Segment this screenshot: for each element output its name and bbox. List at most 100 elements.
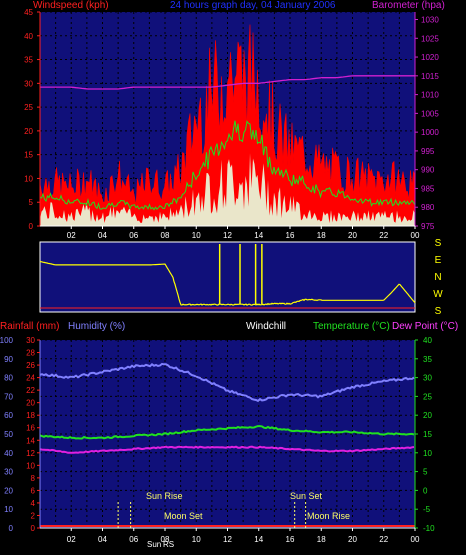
wind-hour-label: 02	[67, 231, 76, 240]
rain-tick-label: 16	[26, 424, 35, 433]
temp-tick-label: 25	[423, 392, 432, 401]
wind-plot-area: 0510152025303540459759809859909951000100…	[24, 8, 439, 240]
humidity-tick-label: 0	[9, 524, 14, 533]
rain-tick-label: 26	[26, 361, 35, 370]
humidity-tick-label: 80	[4, 374, 13, 383]
barometer-axis-label: Barometer (hpa)	[372, 0, 445, 11]
direction-label: E	[435, 255, 442, 266]
temp-hour-label: 20	[348, 535, 357, 544]
wind-hour-label: 08	[161, 231, 170, 240]
rain-tick-label: 18	[26, 411, 35, 420]
baro-tick-label: 1015	[421, 72, 439, 81]
wind-hour-label: 12	[223, 231, 232, 240]
rain-tick-label: 0	[31, 524, 36, 533]
temp-tick-label: -5	[423, 505, 431, 514]
rain-tick-label: 8	[31, 474, 36, 483]
baro-tick-label: 995	[421, 147, 435, 156]
wind-tick-label: 25	[24, 103, 33, 112]
temperature-axis-label: Temperature (°C)	[313, 321, 390, 332]
wind-tick-label: 40	[24, 32, 33, 41]
wind-speed-series	[40, 153, 415, 226]
temp-tick-label: 10	[423, 449, 432, 458]
wind-hour-label: 20	[348, 231, 357, 240]
direction-label: W	[433, 289, 443, 300]
wind-tick-label: 35	[24, 56, 33, 65]
temp-hour-label: 22	[379, 535, 388, 544]
dewpoint-axis-label: Dew Point (°C)	[392, 321, 459, 332]
rain-tick-label: 20	[26, 399, 35, 408]
temp-tick-label: 0	[423, 486, 428, 495]
humidity-axis-label: Humidity (%)	[68, 321, 126, 332]
moon-set-label: Moon Set	[164, 511, 203, 521]
wind-tick-label: 45	[24, 8, 33, 17]
humidity-tick-label: 50	[4, 430, 13, 439]
temp-hour-label: 18	[317, 535, 326, 544]
baro-tick-label: 985	[421, 184, 435, 193]
baro-tick-label: 980	[421, 203, 435, 212]
direction-label: S	[435, 306, 442, 317]
temp-hour-label: 04	[98, 535, 107, 544]
humidity-series	[39, 362, 415, 403]
wind-tick-label: 0	[29, 222, 34, 231]
rain-tick-label: 22	[26, 386, 35, 395]
rainfall-axis-label: Rainfall (mm)	[0, 321, 60, 332]
baro-tick-label: 975	[421, 222, 435, 231]
baro-tick-label: 1025	[421, 34, 439, 43]
humidity-tick-label: 20	[4, 486, 13, 495]
wind-average-series	[39, 120, 416, 211]
rain-tick-label: 24	[26, 374, 35, 383]
wind-hour-label: 18	[317, 231, 326, 240]
humidity-tick-label: 70	[4, 392, 13, 401]
wind-hour-label: 22	[379, 231, 388, 240]
baro-tick-label: 1010	[421, 91, 439, 100]
barometer-series	[40, 75, 415, 90]
temperature-series	[39, 425, 415, 440]
humidity-tick-label: 30	[4, 468, 13, 477]
temp-tick-label: 15	[423, 430, 432, 439]
wind-tick-label: 10	[24, 174, 33, 183]
windchill-label: Windchill	[246, 321, 287, 332]
humidity-tick-label: 90	[4, 355, 13, 364]
wind-tick-label: 30	[24, 79, 33, 88]
temp-hour-label: 12	[223, 535, 232, 544]
dewpoint-series	[39, 445, 415, 454]
temp-hour-label: 02	[67, 535, 76, 544]
temp-hour-label: 06	[129, 535, 138, 544]
rain-tick-label: 30	[26, 336, 35, 345]
bottom-sun-label: Sun	[147, 540, 162, 549]
bottom-sun-events-label: RS	[163, 540, 175, 549]
rain-tick-label: 10	[26, 461, 35, 470]
temp-tick-label: 30	[423, 374, 432, 383]
rain-tick-label: 6	[31, 486, 36, 495]
rain-tick-label: 14	[26, 436, 35, 445]
baro-tick-label: 1005	[421, 109, 439, 118]
temp-tick-label: 35	[423, 355, 432, 364]
humidity-tick-label: 40	[4, 449, 13, 458]
humidity-tick-label: 100	[0, 336, 14, 345]
temp-hour-label: 16	[286, 535, 295, 544]
wind-hour-label: 06	[129, 231, 138, 240]
rain-tick-label: 28	[26, 349, 35, 358]
temp-hour-label: 14	[254, 535, 263, 544]
baro-tick-label: 1000	[421, 128, 439, 137]
rain-tick-label: 4	[31, 499, 36, 508]
sun-set-label: Sun Set	[290, 491, 323, 501]
temperature-plot-area: 0102030405060708090100024681012141618202…	[0, 336, 435, 544]
temp-tick-label: 5	[423, 468, 428, 477]
direction-series	[39, 260, 416, 306]
moon-rise-label: Moon Rise	[307, 511, 351, 521]
temp-tick-label: 20	[423, 411, 432, 420]
wind-hour-label: 04	[98, 231, 107, 240]
wind-hour-label: 10	[192, 231, 201, 240]
chart-title: 24 hours graph day, 04 January 2006	[170, 0, 336, 11]
wind-tick-label: 20	[24, 127, 33, 136]
wind-tick-label: 5	[29, 198, 34, 207]
wind-hour-label: 14	[254, 231, 263, 240]
temp-tick-label: 40	[423, 336, 432, 345]
temp-hour-label: 00	[411, 535, 420, 544]
wind-gust-series	[39, 24, 416, 227]
humidity-tick-label: 60	[4, 411, 13, 420]
temp-hour-label: 10	[192, 535, 201, 544]
